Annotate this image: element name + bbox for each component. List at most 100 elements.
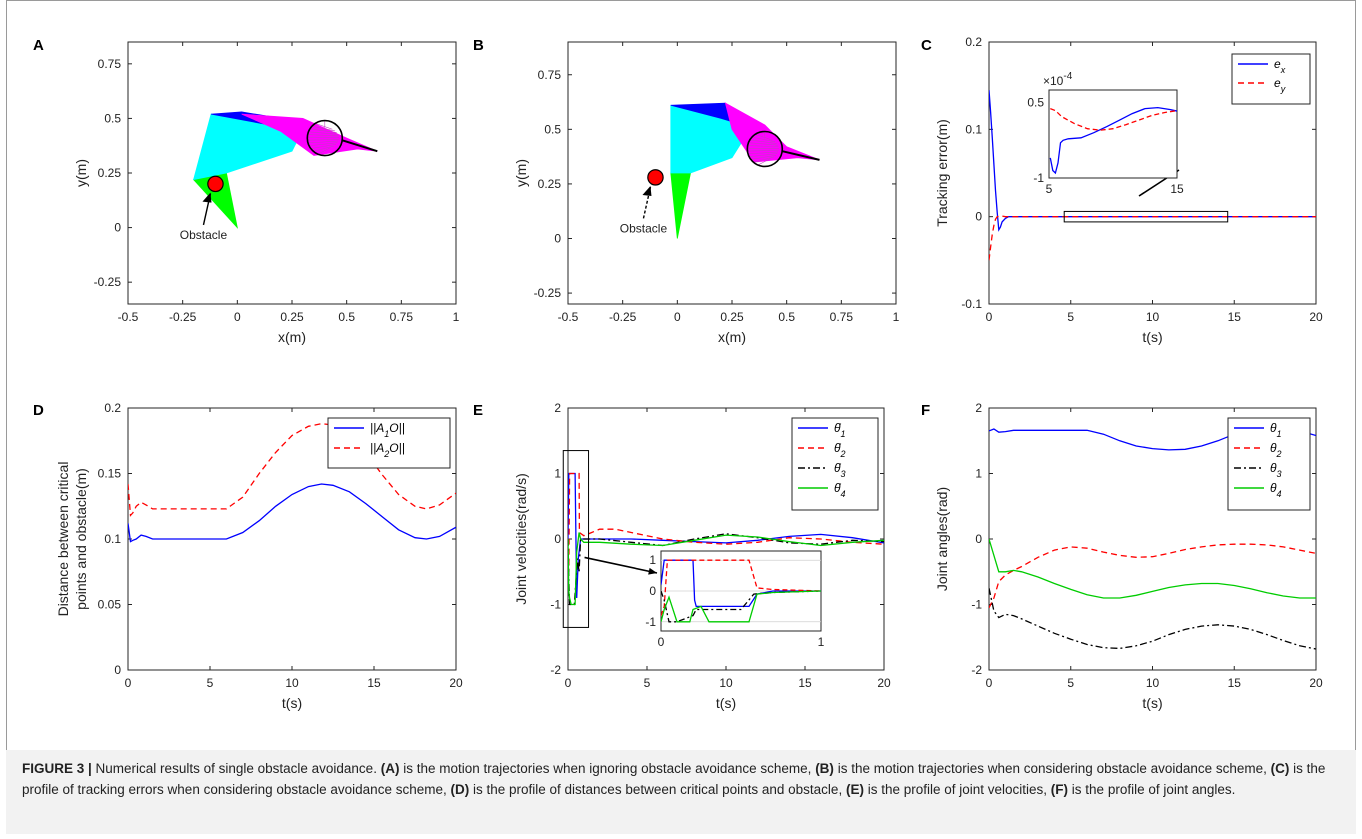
y-tick-label: 0 <box>554 532 561 546</box>
end-effector-hatch <box>307 134 339 137</box>
end-effector-hatch <box>315 123 333 130</box>
y-tick-label: 0.1 <box>965 122 982 136</box>
x-axis-label: t(s) <box>282 695 302 711</box>
y-axis-label-line: points and obstacle(m) <box>73 468 89 610</box>
legend: θ̇1θ̇2θ̇3θ̇4 <box>791 417 879 511</box>
figure-caption: FIGURE 3 | Numerical results of single o… <box>22 758 1340 800</box>
axes-box <box>567 41 897 305</box>
legend-label: θ2 <box>1270 441 1282 459</box>
x-tick-label: 5 <box>644 676 651 690</box>
y-axis-label: Tracking error(m) <box>934 119 950 227</box>
end-effector-tip <box>782 150 820 161</box>
caption-segment: is the profile of joint velocities, <box>863 782 1051 797</box>
end-effector-hatch <box>317 147 331 155</box>
y-tick-label: 0.75 <box>98 57 122 71</box>
inset-arrow-head <box>648 567 657 575</box>
x-tick-label: 0.75 <box>830 310 854 324</box>
x-axis-label: t(s) <box>1142 695 1162 711</box>
end-effector-hatch <box>749 153 778 157</box>
x-tick-label: 5 <box>1067 310 1074 324</box>
x-tick-label: 20 <box>449 676 463 690</box>
x-tick-label: 0.25 <box>720 310 744 324</box>
x-tick-label: 10 <box>1146 676 1160 690</box>
legend-label-sub: 3 <box>841 469 846 479</box>
panel-a: A -0.5 -0.25 0 0.25 0.5 0.75 1 -0.25 0 0.25 0.5 0.75… <box>33 37 460 345</box>
legend-label: θ̇1 <box>834 421 846 439</box>
series-line <box>568 472 884 572</box>
end-effector-tip <box>342 139 378 153</box>
legend-label: ey <box>1274 76 1286 94</box>
x-tick-label: 0 <box>986 310 993 324</box>
legend-label-sub: 2 <box>383 449 389 459</box>
legend-label: ||A2O|| <box>370 441 405 459</box>
panel-label: C <box>921 37 932 54</box>
y-tick-label: 0 <box>975 210 982 224</box>
axes-box <box>127 41 457 305</box>
x-tick-label: -0.5 <box>118 310 139 324</box>
end-effector-hatch <box>747 145 779 148</box>
end-effector-hatch <box>750 154 777 160</box>
x-tick-label: 0 <box>125 676 132 690</box>
x-tick-label: 10 <box>1146 310 1160 324</box>
x-tick-label: 0 <box>674 310 681 324</box>
inset-y-tick-label: -1 <box>1033 171 1044 185</box>
inset-exponent-base: ×10 <box>1043 74 1064 88</box>
caption-segment: is the motion trajectories when ignoring… <box>399 761 816 776</box>
y-tick-label: 0.2 <box>965 35 982 49</box>
legend-label-main: θ̇ <box>834 421 842 435</box>
legend-label-sub: 2 <box>1276 449 1282 459</box>
end-effector-hatch <box>748 142 778 146</box>
end-effector-hatch <box>308 131 338 135</box>
inset-y-tick-label: 0.5 <box>1027 96 1044 110</box>
obstacle-label: Obstacle <box>620 221 668 235</box>
caption-segment: is the profile of joint angles. <box>1068 782 1236 797</box>
y-tick-label: -0.1 <box>961 297 982 311</box>
y-tick-label: 0 <box>554 232 561 246</box>
x-tick-label: 15 <box>1228 676 1242 690</box>
inset-y-tick-label: 0 <box>649 584 656 598</box>
x-tick-label: 10 <box>719 676 733 690</box>
legend-label-sub: 2 <box>840 449 846 459</box>
legend-label-main: ||A <box>370 441 384 455</box>
x-tick-label: 15 <box>367 676 381 690</box>
inset-x-tick-label: 1 <box>818 635 825 649</box>
x-tick-label: 20 <box>1309 676 1323 690</box>
caption-panel-ref: (C) <box>1270 761 1290 776</box>
legend-box <box>791 417 879 511</box>
x-tick-label: 0.25 <box>280 310 304 324</box>
y-axis-label: y(m) <box>513 159 529 187</box>
series-line <box>989 543 1316 609</box>
x-axis-label: t(s) <box>1142 329 1162 345</box>
legend-label: θ̇3 <box>834 461 846 479</box>
x-tick-label: 15 <box>1228 310 1242 324</box>
legend-label-main: θ <box>1270 441 1277 455</box>
x-tick-label: 0.75 <box>390 310 414 324</box>
panel-label: A <box>33 37 44 54</box>
panel-label: D <box>33 402 44 419</box>
end-effector-hatch <box>307 140 339 144</box>
inset-series-line <box>1049 106 1177 175</box>
y-tick-label: -0.25 <box>94 275 122 289</box>
series-line <box>128 483 456 543</box>
y-axis-label: Distance between critical points and obst… <box>55 462 89 617</box>
series-line <box>989 215 1316 261</box>
legend-label-tail: O|| <box>389 441 405 455</box>
legend-label: θ̇2 <box>834 441 846 459</box>
end-effector-hatch <box>755 134 773 141</box>
inset-y-tick-label: -1 <box>645 615 656 629</box>
x-tick-label: 1 <box>893 310 900 324</box>
legend-label: θ4 <box>1270 481 1282 499</box>
y-axis-label: y(m) <box>73 159 89 187</box>
x-axis-label: x(m) <box>718 329 746 345</box>
panel-label: F <box>921 402 930 419</box>
caption-segment: is the motion trajectories when consider… <box>833 761 1271 776</box>
y-tick-label: 1 <box>554 467 561 481</box>
legend-label-sub: 3 <box>1277 469 1282 479</box>
caption-panel-ref: (A) <box>380 761 400 776</box>
caption-label: FIGURE 3 | <box>22 761 92 776</box>
legend-label-main: θ <box>1270 481 1277 495</box>
legend-box <box>1231 53 1311 105</box>
legend-label-sub: 1 <box>841 429 846 439</box>
